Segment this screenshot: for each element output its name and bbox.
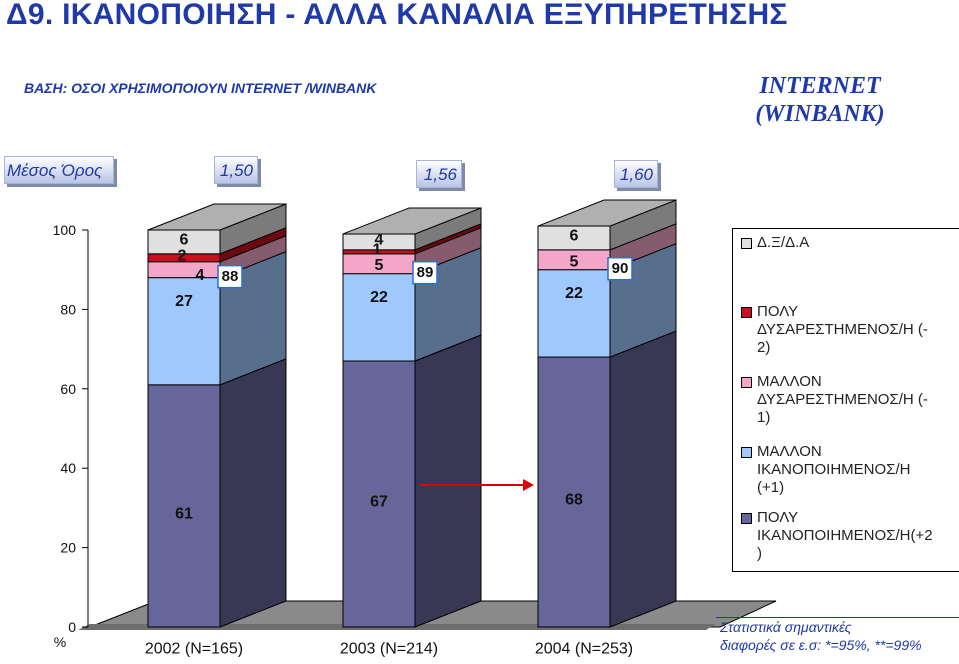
legend-swatch-somewhat_dissatisfied [741, 377, 752, 388]
base-description: ΒΑΣΗ: ΟΣΟΙ ΧΡΗΣΙΜΟΠΟΙΟΥΝ INTERNET /WINBA… [24, 80, 377, 96]
page-title: Δ9. ΙΚΑΝΟΠΟΙΗΣΗ - ΑΛΛΑ ΚΑΝΑΛΙΑ ΕΞΥΠΗΡΕΤΗ… [6, 0, 788, 31]
data-label-very_satisfied-1: 67 [370, 494, 388, 511]
data-label-somewhat_satisfied-0: 27 [175, 293, 193, 310]
channel-label-line-2: (WINBANK) [755, 101, 885, 127]
mean-value-2004: 1,60 [614, 160, 658, 188]
data-label-very_satisfied-0: 61 [175, 505, 193, 522]
data-label-very_dissatisfied-1: 1 [373, 241, 382, 258]
bar-segment-somewhat_satisfied-0 [147, 277, 221, 386]
mean-label: Μέσος Όρος [4, 156, 114, 184]
legend-label-somewhat_satisfied: ΜΑΛΛΟΝ ΙΚΑΝΟΠΟΙΗΜΕΝΟΣ/Η (+1) [757, 443, 956, 497]
legend-label-line: ΙΚΑΝΟΠΟΙΗΜΕΝΟΣ/Η [757, 461, 911, 478]
footnote-line-1: Στατιστικά σημαντικές [720, 619, 852, 635]
legend-label-line: ΜΑΛΛΟΝ [757, 443, 822, 460]
legend-item-somewhat_dissatisfied: ΜΑΛΛΟΝ ΔΥΣΑΡΕΣΤΗΜΕΝΟΣ/Η (- 1) [741, 373, 956, 427]
legend-label-line: ΔΥΣΑΡΕΣΤΗΜΕΝΟΣ/Η (- [757, 391, 928, 408]
legend-swatch-dont_know [741, 238, 752, 249]
legend-label-line: 1) [757, 409, 771, 426]
legend-label-line: (+1) [757, 479, 785, 496]
significance-arrow-head [523, 479, 534, 492]
legend-swatch-somewhat_satisfied [741, 447, 752, 458]
legend-swatch-very_dissatisfied [741, 307, 752, 318]
chart-legend: Δ.Ξ/Δ.Α ΠΟΛΥ ΔΥΣΑΡΕΣΤΗΜΕΝΟΣ/Η (- 2) ΜΑΛΛΟΝ ΔΥ… [732, 228, 959, 572]
bar-side-very_satisfied-2 [609, 330, 677, 628]
legend-label-line: ΠΟΛΥ [757, 509, 799, 526]
channel-label: INTERNET (WINBANK) [720, 72, 920, 128]
y-tick-label: 80 [60, 301, 76, 317]
y-tick-label: 100 [53, 222, 77, 238]
mean-value-2002: 1,50 [214, 156, 258, 184]
mean-value-2003: 1,56 [416, 160, 462, 188]
data-label-dont_know-1: 4 [375, 231, 384, 248]
bar-segment-very_satisfied-1 [342, 360, 416, 628]
total-satisfied-value-1: 89 [417, 264, 434, 281]
significance-footnote: Στατιστικά σημαντικές διαφορές σε ε.σ: *… [720, 618, 922, 654]
bar-segment-somewhat_satisfied-1 [342, 273, 416, 362]
legend-label-somewhat_dissatisfied: ΜΑΛΛΟΝ ΔΥΣΑΡΕΣΤΗΜΕΝΟΣ/Η (- 1) [757, 373, 956, 427]
legend-label-line: ΙΚΑΝΟΠΟΙΗΜΕΝΟΣ/Η(+2 [757, 527, 933, 544]
legend-label-line: ΠΟΛΥ [757, 303, 799, 320]
legend-item-very_satisfied: ΠΟΛΥ ΙΚΑΝΟΠΟΙΗΜΕΝΟΣ/Η(+2) [741, 509, 956, 563]
bar-segment-somewhat_satisfied-2 [537, 269, 611, 358]
x-category-label-2: 2004 (N=253) [535, 641, 633, 658]
legend-label-very_satisfied: ΠΟΛΥ ΙΚΑΝΟΠΟΙΗΜΕΝΟΣ/Η(+2) [757, 509, 956, 563]
legend-label-line: 2) [757, 339, 771, 356]
legend-label-line: Δ.Ξ/Δ.Α [757, 234, 810, 251]
total-satisfied-value-0: 88 [222, 268, 239, 285]
data-label-somewhat_satisfied-1: 22 [370, 289, 388, 306]
y-tick-label: 40 [60, 460, 76, 476]
legend-swatch-very_satisfied [741, 513, 752, 524]
legend-label-dont_know: Δ.Ξ/Δ.Α [757, 234, 956, 252]
bar-side-very_satisfied-1 [414, 334, 482, 628]
bar-top-2 [537, 199, 677, 227]
x-category-label-1: 2003 (N=214) [340, 641, 438, 658]
legend-item-somewhat_satisfied: ΜΑΛΛΟΝ ΙΚΑΝΟΠΟΙΗΜΕΝΟΣ/Η (+1) [741, 443, 956, 497]
data-label-somewhat_dissatisfied-1: 5 [375, 257, 384, 274]
legend-item-very_dissatisfied: ΠΟΛΥ ΔΥΣΑΡΕΣΤΗΜΕΝΟΣ/Η (- 2) [741, 303, 956, 357]
legend-label-line: ΜΑΛΛΟΝ [757, 373, 822, 390]
total-satisfied-value-2: 90 [612, 260, 629, 277]
data-label-somewhat_dissatisfied-0: 4 [196, 267, 205, 284]
legend-item-dont_know: Δ.Ξ/Δ.Α [741, 234, 956, 252]
data-label-somewhat_satisfied-2: 22 [565, 285, 583, 302]
x-category-label-0: 2002 (N=165) [145, 641, 243, 658]
bar-top-1 [342, 207, 482, 235]
data-label-dont_know-0: 6 [180, 231, 189, 248]
data-label-dont_know-2: 6 [570, 227, 579, 244]
channel-label-line-1: INTERNET [759, 73, 881, 99]
footnote-divider [716, 617, 959, 618]
data-label-very_satisfied-2: 68 [565, 492, 583, 509]
data-label-somewhat_dissatisfied-2: 5 [570, 253, 579, 270]
y-axis-unit: % [54, 634, 66, 650]
total-satisfied-badge-1 [412, 260, 438, 285]
legend-label-very_dissatisfied: ΠΟΛΥ ΔΥΣΑΡΕΣΤΗΜΕΝΟΣ/Η (- 2) [757, 303, 956, 357]
data-label-very_dissatisfied-0: 2 [178, 247, 187, 264]
y-tick-label: 20 [60, 540, 76, 556]
bar-side-very_satisfied-0 [219, 358, 287, 628]
legend-label-line: ) [757, 545, 762, 562]
legend-label-line: ΔΥΣΑΡΕΣΤΗΜΕΝΟΣ/Η (- [757, 321, 928, 338]
footnote-line-2: διαφορές σε ε.σ: *=95%, **=99% [720, 637, 922, 653]
bar-top-0 [147, 203, 287, 231]
y-tick-label: 60 [60, 381, 76, 397]
total-satisfied-badge-2 [607, 256, 633, 281]
y-tick-label: 0 [68, 619, 76, 635]
total-satisfied-badge-0 [217, 264, 243, 289]
